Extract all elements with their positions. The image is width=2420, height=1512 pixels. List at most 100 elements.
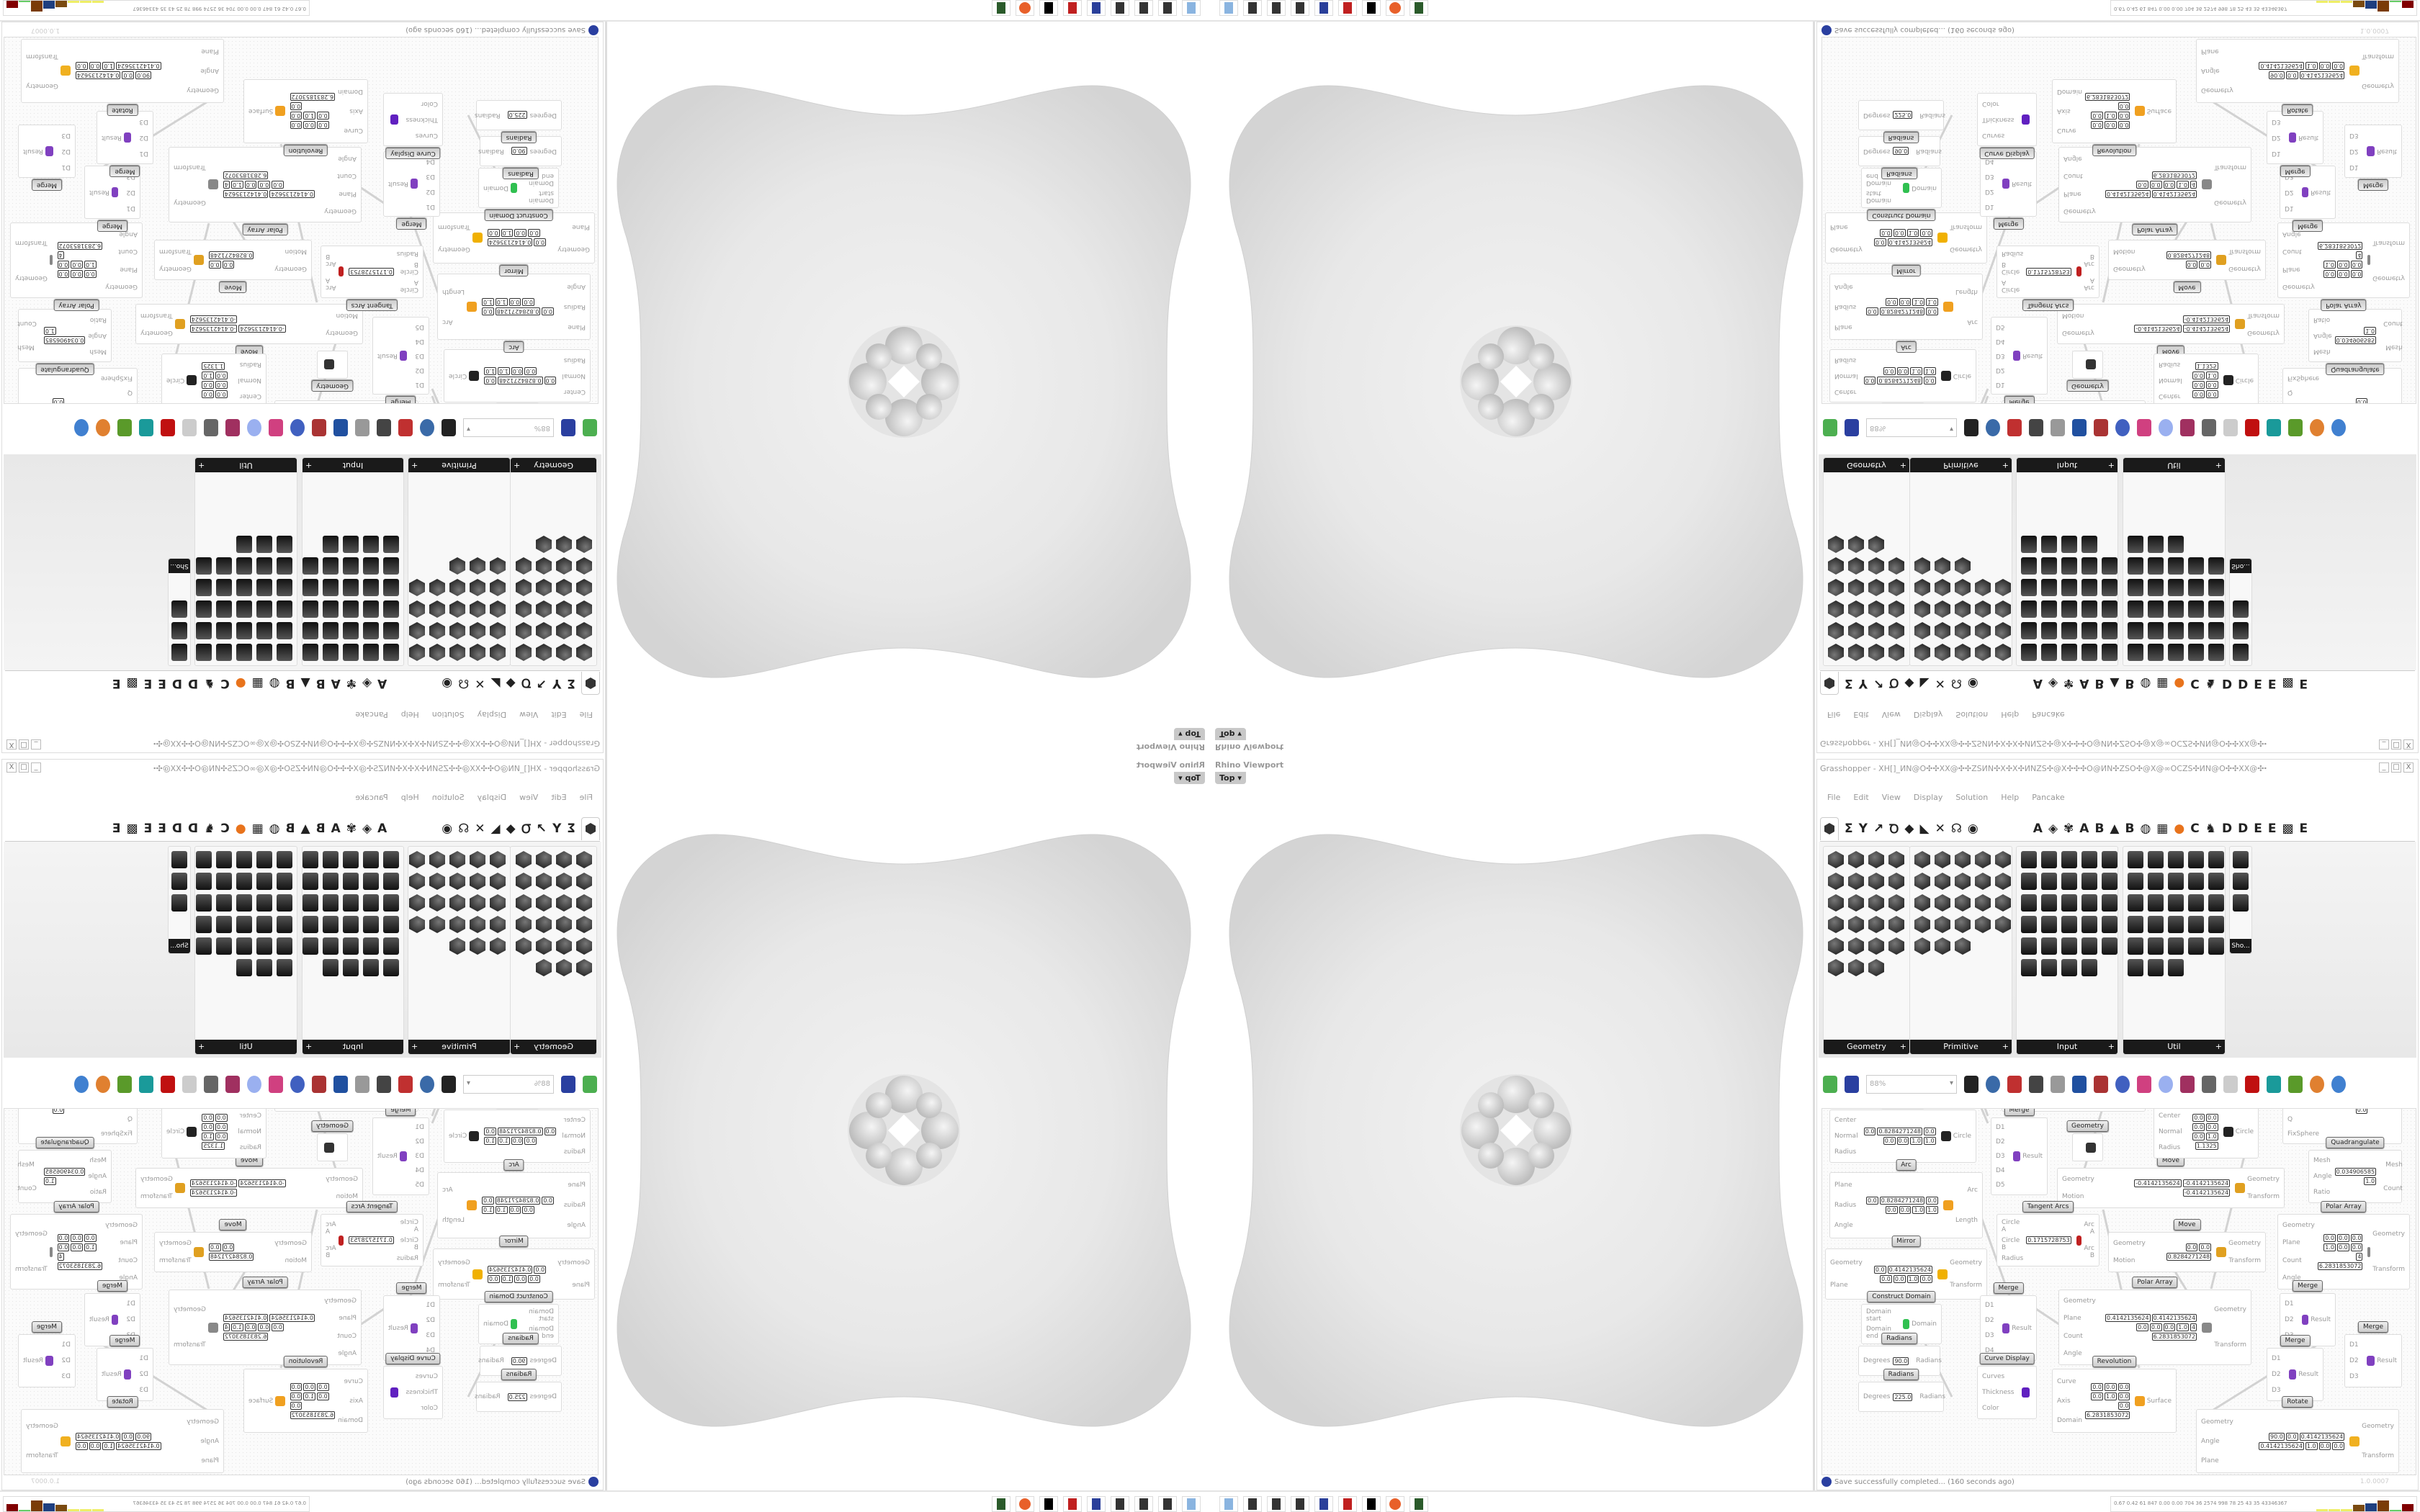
component-icon[interactable] — [1848, 536, 1864, 553]
wires-icon[interactable] — [225, 419, 240, 436]
component-icon[interactable] — [1868, 579, 1884, 596]
value-field[interactable]: 0.8284271248 — [495, 307, 541, 315]
component-label[interactable]: Merge — [1993, 218, 2024, 230]
output-param[interactable]: Surface — [2146, 1397, 2172, 1405]
component-icon[interactable] — [256, 644, 272, 661]
component-icon[interactable] — [1955, 622, 1971, 639]
component-icon[interactable] — [2081, 916, 2097, 933]
output-param[interactable]: Arc A — [2084, 1221, 2094, 1236]
component-label[interactable]: Polar Array — [242, 224, 288, 235]
value-field[interactable]: 0.0 — [508, 1206, 521, 1214]
component-icon[interactable] — [2208, 873, 2224, 890]
input-param[interactable]: D4 — [1996, 1167, 2005, 1174]
sketch-icon[interactable] — [398, 1076, 413, 1093]
tab-26[interactable]: E — [112, 821, 121, 836]
component-body[interactable]: Center Normal Radius 0.0 0.8284271248 0.0 0.0 0… — [444, 1110, 591, 1163]
output-param[interactable]: Radians — [1916, 148, 1942, 155]
component-body[interactable]: Degrees 225.0 Radians — [1858, 100, 1945, 130]
tab-24[interactable]: E — [143, 676, 153, 691]
component-icon[interactable] — [1975, 873, 1991, 890]
value-field[interactable]: 4 — [57, 1252, 64, 1261]
component-tangent-arcs[interactable]: Tangent Arcs Circle A Circle B Radius 0.1715… — [1996, 1201, 2099, 1266]
value-field[interactable]: 1.0 — [102, 1441, 115, 1450]
component-icon[interactable] — [216, 579, 232, 596]
value-field[interactable]: 0.0 — [544, 377, 557, 384]
menu-help[interactable]: Help — [2001, 710, 2020, 719]
value-field[interactable]: 0.0 — [317, 112, 329, 120]
component-icon[interactable] — [1914, 851, 1930, 868]
tab-6[interactable]: ✕ — [475, 821, 485, 836]
new-file-icon[interactable] — [1823, 1076, 1837, 1093]
input-param[interactable]: Radius — [2159, 361, 2181, 368]
value-field[interactable]: 0.0 — [511, 367, 524, 375]
component-icon[interactable] — [1914, 873, 1930, 890]
component-icon[interactable] — [1868, 536, 1884, 553]
component-label[interactable]: Move — [219, 282, 247, 293]
value-field[interactable]: 0.0 — [215, 1114, 228, 1122]
tab-2[interactable]: ↗ — [1873, 676, 1884, 691]
input-param[interactable]: Plane — [2201, 1457, 2219, 1464]
component-icon[interactable] — [323, 851, 339, 868]
component-icon[interactable] — [490, 894, 506, 912]
component-rotate[interactable]: Rotate Geometry Angle Plane 90.0 0.0 0.4142135… — [2196, 1396, 2399, 1473]
value-field[interactable]: 0.0 — [2336, 261, 2349, 269]
value-field[interactable]: 1.1325 — [202, 362, 225, 370]
component-label[interactable]: Arc — [503, 1159, 524, 1171]
tab-11[interactable]: ✾ — [2063, 676, 2074, 691]
balloon-icon[interactable] — [247, 419, 261, 436]
value-field[interactable]: 0.0 — [2149, 181, 2162, 189]
input-param[interactable]: Domain — [338, 1416, 363, 1424]
value-field[interactable]: 1.0 — [495, 298, 508, 306]
output-param[interactable]: Transform — [159, 248, 192, 255]
component-icon[interactable] — [470, 600, 485, 618]
output-param[interactable]: Transform — [2247, 312, 2280, 319]
input-param[interactable]: Domain end — [1866, 1326, 1891, 1340]
component-icon[interactable] — [236, 916, 252, 933]
component-icon[interactable] — [2188, 873, 2204, 890]
component-merge[interactable]: Merge D1 D2 D3 D4 D5 Result — [372, 1108, 429, 1195]
close-button[interactable]: X — [2403, 762, 2414, 773]
input-param[interactable]: Color — [1982, 100, 1999, 107]
component-icon[interactable] — [236, 557, 252, 575]
maximize-button[interactable]: □ — [2391, 762, 2401, 773]
output-param[interactable]: Transform — [26, 53, 58, 60]
component-icon[interactable] — [2061, 937, 2077, 955]
output-param[interactable]: Result — [2022, 352, 2043, 359]
component-label[interactable]: Radians — [501, 1369, 537, 1380]
output-param[interactable]: Count — [17, 1184, 37, 1192]
value-field[interactable]: 0.4142135624 — [2259, 1441, 2304, 1450]
output-param[interactable]: Result — [377, 352, 398, 359]
value-field[interactable]: 1.0 — [1906, 229, 1919, 238]
output-param[interactable]: Radians — [478, 1357, 504, 1364]
value-field[interactable]: 0.0 — [514, 229, 527, 238]
component-icon[interactable] — [2061, 959, 2077, 976]
component-icon[interactable] — [1935, 894, 1950, 912]
component-icon[interactable] — [1828, 536, 1844, 553]
component-label[interactable]: Polar Array — [2132, 1277, 2178, 1288]
gha-icon[interactable] — [333, 1076, 348, 1093]
value-field[interactable]: 0.0 — [2091, 1382, 2103, 1391]
component-icon[interactable] — [2208, 851, 2224, 868]
tab-16[interactable]: ◍ — [2140, 676, 2151, 691]
value-field[interactable]: 90.0 — [1893, 1356, 1909, 1365]
maximize-button[interactable]: □ — [19, 739, 29, 750]
input-param[interactable]: D2 — [2285, 189, 2294, 196]
component-icon[interactable] — [2102, 916, 2118, 933]
input-param[interactable]: Mesh — [2313, 1157, 2331, 1164]
output-param[interactable]: Mesh — [2385, 1161, 2403, 1169]
component-circle-cnr[interactable]: Circle CNRCenterNormalRadius0.00.00.00.0… — [161, 1108, 266, 1158]
sketch-icon[interactable] — [2007, 1076, 2022, 1093]
tab-7[interactable]: ☊ — [458, 676, 470, 691]
component-icon[interactable] — [2041, 916, 2057, 933]
component-icon[interactable] — [277, 873, 292, 890]
component-icon[interactable] — [1888, 894, 1904, 912]
grasshopper-canvas[interactable]: SphereBaseRadius0.00.00.00.00.01.00.4142… — [1821, 1108, 2416, 1475]
tab-20[interactable]: ♞ — [204, 821, 215, 836]
value-field[interactable]: 0.034906585 — [43, 1168, 86, 1176]
input-param[interactable]: Curve — [2057, 1377, 2076, 1385]
input-param[interactable]: Ratio — [89, 316, 107, 323]
